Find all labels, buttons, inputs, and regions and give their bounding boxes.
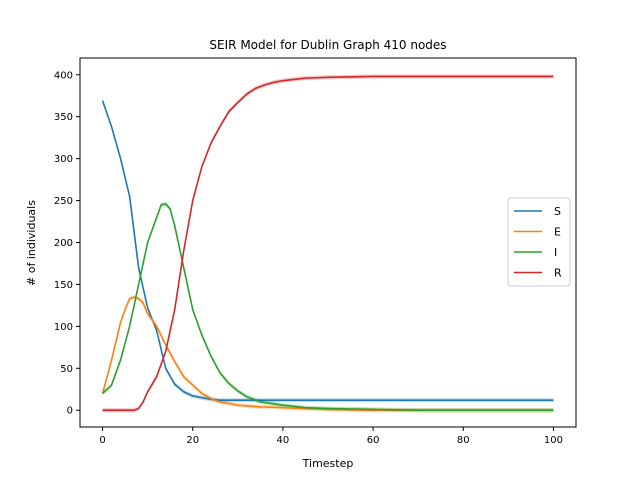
y-tick-label: 300 xyxy=(54,154,73,165)
series-line-r xyxy=(102,75,554,412)
series-line-s xyxy=(101,100,554,401)
y-tick-label: 150 xyxy=(54,280,73,291)
x-tick-label: 0 xyxy=(99,435,105,446)
y-tick-label: 350 xyxy=(54,112,73,123)
series-band-r xyxy=(102,74,554,413)
y-tick-label: 0 xyxy=(67,406,73,417)
legend: SEIR xyxy=(507,197,571,287)
legend-label-r: R xyxy=(554,267,562,280)
legend-label-i: I xyxy=(554,246,557,259)
y-tick-label: 100 xyxy=(54,322,73,333)
x-tick-label: 80 xyxy=(457,435,470,446)
series-line-i xyxy=(102,203,554,412)
legend-label-s: S xyxy=(554,205,561,218)
x-tick-label: 20 xyxy=(186,435,199,446)
x-axis: 0 20 40 60 80 100 xyxy=(99,427,563,446)
series-band-i xyxy=(102,201,554,413)
series-lines xyxy=(101,75,554,412)
y-tick-label: 200 xyxy=(54,238,73,249)
y-tick-label: 50 xyxy=(60,364,73,375)
series-line-e xyxy=(101,296,554,412)
y-tick-label: 400 xyxy=(54,70,73,81)
series-band-s xyxy=(102,98,554,403)
legend-label-e: E xyxy=(554,226,561,239)
x-tick-label: 40 xyxy=(277,435,290,446)
y-tick-label: 250 xyxy=(54,196,73,207)
confidence-bands xyxy=(102,74,554,413)
legend-box xyxy=(507,197,571,287)
y-axis: 0 50 100 150 200 250 300 350 400 xyxy=(54,70,80,417)
x-tick-label: 60 xyxy=(367,435,380,446)
y-axis-label: # of individuals xyxy=(25,200,38,286)
plot-frame xyxy=(79,57,577,428)
x-axis-label: Timestep xyxy=(302,457,354,470)
chart-title: SEIR Model for Dublin Graph 410 nodes xyxy=(209,38,446,52)
x-tick-label: 100 xyxy=(544,435,563,446)
